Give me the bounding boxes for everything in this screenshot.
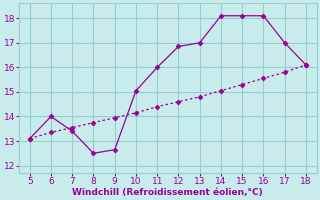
X-axis label: Windchill (Refroidissement éolien,°C): Windchill (Refroidissement éolien,°C) [72, 188, 263, 197]
